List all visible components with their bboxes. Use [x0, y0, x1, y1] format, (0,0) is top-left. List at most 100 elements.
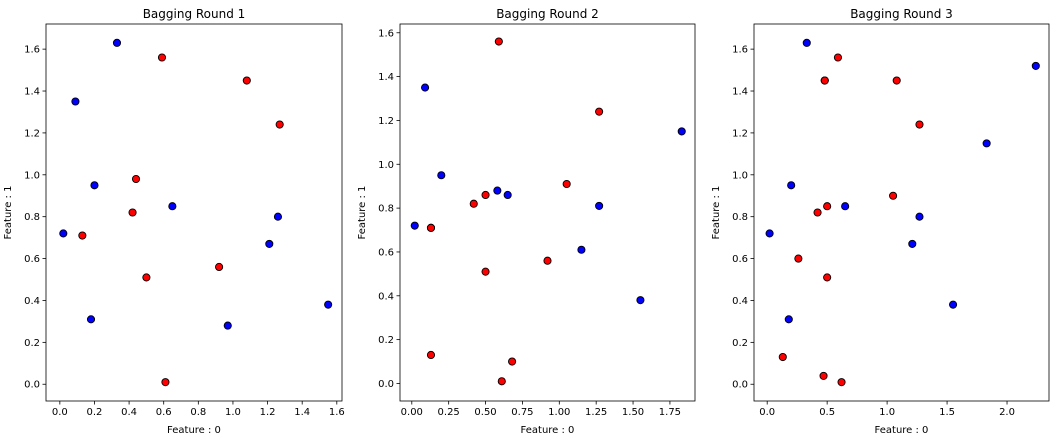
y-tick-label: 0.6 — [732, 254, 748, 265]
x-tick-label: 1.75 — [659, 407, 681, 418]
red-point — [508, 357, 517, 366]
scatter-panel-3: Bagging Round 3 0.0 0.5 1.0 1.5 2.0 0.0 0.2 0.4 0… — [711, 7, 1050, 436]
y-axis-label: Feature : 1 — [3, 186, 14, 240]
blue-point — [949, 300, 958, 309]
y-tick-label: 0.4 — [732, 296, 748, 307]
x-tick-label: 1.00 — [548, 407, 570, 418]
red-point — [131, 174, 141, 184]
blue-point — [273, 212, 283, 221]
y-tick-label: 0.4 — [24, 296, 40, 307]
y-tick-label: 1.2 — [24, 128, 40, 139]
red-point — [778, 352, 787, 362]
red-point — [481, 190, 490, 200]
y-tick-label: 1.4 — [24, 87, 40, 98]
scatter-panel-1: Bagging Round 1 0.0 0.2 0.4 0.6 0.8 1.0 1.2 1.4 1… — [3, 7, 345, 436]
chart-title: Bagging Round 3 — [850, 7, 953, 21]
y-tick-label: 0.2 — [732, 338, 748, 349]
y-tick-label: 0.6 — [24, 254, 40, 265]
red-point — [142, 273, 151, 282]
blue-point — [577, 245, 586, 254]
x-tick-label: 1.50 — [622, 407, 644, 418]
y-tick-label: 1.4 — [378, 72, 394, 83]
blue-point — [765, 229, 774, 238]
blue-point — [421, 83, 430, 92]
red-point — [242, 76, 251, 85]
red-point — [833, 53, 842, 62]
x-tick-label: 1.0 — [225, 407, 241, 418]
blue-point — [59, 229, 68, 238]
plot-frame — [399, 23, 696, 402]
red-point — [494, 37, 503, 46]
y-axis-label: Feature : 1 — [357, 186, 368, 240]
red-point — [562, 179, 571, 189]
y-tick-label: 1.6 — [732, 45, 748, 56]
y-tick-label: 0.0 — [24, 380, 40, 391]
red-point — [820, 76, 829, 85]
blue-point — [410, 221, 419, 230]
x-tick-label: 0.6 — [156, 407, 172, 418]
red-point — [161, 378, 170, 387]
x-tick-label: 0.50 — [474, 407, 496, 418]
blue-point — [71, 97, 80, 106]
y-tick-label: 0.8 — [732, 212, 748, 223]
blue-point — [90, 181, 99, 190]
red-point — [426, 350, 436, 360]
x-axis-label: Feature : 0 — [167, 425, 221, 436]
x-tick-label: 1.2 — [260, 407, 276, 418]
blue-point — [787, 181, 796, 190]
red-point — [595, 107, 604, 116]
blue-point — [636, 296, 645, 305]
x-tick-label: 0.75 — [511, 407, 533, 418]
blue-point — [493, 186, 502, 195]
y-tick-label: 1.6 — [24, 45, 40, 56]
x-axis-label: Feature : 0 — [875, 425, 929, 436]
x-tick-label: 1.6 — [329, 407, 345, 418]
y-tick-label: 1.0 — [378, 160, 394, 171]
x-axis-label: Feature : 0 — [521, 425, 575, 436]
plot-frame — [45, 23, 343, 402]
y-tick-label: 1.0 — [732, 170, 748, 181]
x-tick-label: 1.0 — [879, 407, 895, 418]
chart-title: Bagging Round 1 — [143, 7, 246, 21]
y-tick-label: 0.8 — [24, 212, 40, 223]
blue-point — [437, 171, 446, 180]
blue-point — [86, 315, 96, 324]
blue-point — [503, 190, 512, 200]
y-tick-label: 1.6 — [378, 28, 394, 39]
x-tick-label: 2.0 — [999, 407, 1015, 418]
x-tick-label: 1.4 — [294, 407, 310, 418]
x-tick-label: 1.5 — [939, 407, 955, 418]
blue-point — [841, 202, 850, 211]
red-point — [837, 378, 846, 387]
scatter-panel-2: Bagging Round 2 0.00 0.25 0.50 0.75 1.00 1.25 1… — [357, 7, 696, 436]
red-point — [889, 191, 898, 200]
red-point — [275, 120, 284, 129]
blue-point — [982, 139, 991, 148]
blue-point — [802, 38, 811, 47]
blue-point — [908, 239, 917, 248]
y-tick-label: 1.2 — [378, 116, 394, 127]
y-tick-label: 0.2 — [378, 335, 394, 346]
y-tick-label: 0.4 — [378, 291, 394, 302]
blue-point — [595, 201, 604, 210]
red-point — [426, 223, 436, 232]
red-point — [543, 256, 552, 265]
x-tick-label: 0.0 — [52, 407, 68, 418]
plot-frame — [753, 23, 1050, 402]
y-tick-label: 1.2 — [732, 128, 748, 139]
red-point — [823, 273, 832, 282]
red-point — [215, 262, 224, 272]
red-point — [819, 371, 828, 380]
red-point — [481, 267, 490, 276]
y-tick-label: 0.8 — [378, 204, 394, 215]
y-tick-label: 1.0 — [24, 170, 40, 181]
y-tick-label: 0.0 — [378, 379, 394, 390]
red-point — [469, 199, 478, 208]
red-point — [497, 377, 506, 386]
y-tick-label: 0.6 — [378, 247, 394, 258]
y-axis-label: Feature : 1 — [711, 186, 722, 240]
x-tick-label: 0.2 — [87, 407, 103, 418]
y-tick-label: 0.2 — [24, 338, 40, 349]
y-tick-label: 0.0 — [732, 380, 748, 391]
